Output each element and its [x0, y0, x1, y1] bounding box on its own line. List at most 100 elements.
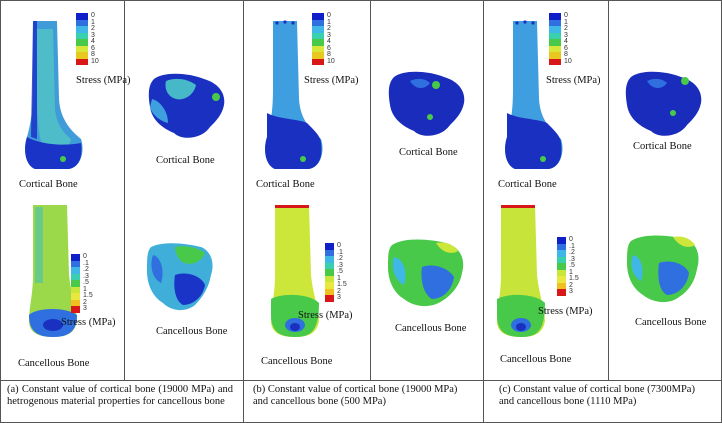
legend-tick-label: 3 — [337, 294, 341, 301]
panel-b-bone-cell — [244, 1, 371, 380]
caption-c: (c) Constant value of cortical bone (730… — [499, 384, 695, 407]
panel-b-cortical-side-label: Cortical Bone — [399, 147, 458, 158]
panel-b-knee-cell — [371, 1, 484, 380]
legend-tick-label: 0 — [564, 12, 568, 19]
legend-swatch — [549, 45, 561, 52]
panel-a-cancellous-bone-model — [29, 205, 77, 337]
legend-swatch — [71, 299, 80, 306]
legend-swatch — [312, 19, 324, 26]
legend-tick-label: 6 — [327, 44, 331, 52]
panel-b-cancellous-side-label: Cancellous Bone — [395, 323, 467, 334]
panel-c-stress-label-bottom: Stress (MPa) — [538, 306, 593, 317]
panel-b-cortical-knee-model — [388, 71, 465, 136]
legend-tick-label: 2 — [83, 298, 87, 306]
legend-swatch — [325, 282, 334, 289]
panel-b-cortical-label: Cortical Bone — [256, 179, 315, 190]
legend-tick-label: 3 — [564, 31, 568, 39]
legend-tick-label: 6 — [91, 44, 95, 52]
panel-a-knee-cell — [125, 1, 244, 380]
legend-swatch — [325, 288, 334, 295]
panel-a-cancellous-label: Cancellous Bone — [18, 358, 90, 369]
legend-tick-label: 3 — [569, 288, 573, 295]
legend-tick-label: 1 — [83, 285, 87, 293]
legend-swatch — [71, 267, 80, 274]
panel-c-cancellous-side-label: Cancellous Bone — [635, 317, 707, 328]
legend-tick-label: .2 — [569, 249, 575, 256]
legend-swatch — [325, 256, 334, 263]
legend-swatch — [557, 256, 566, 263]
caption-row: (a) Constant value of cortical bone (190… — [1, 380, 721, 423]
legend-swatch — [549, 52, 561, 59]
legend-tick-label: .5 — [569, 262, 575, 269]
legend-swatch — [325, 275, 334, 282]
legend-swatch — [557, 263, 566, 270]
legend-swatch — [76, 58, 88, 65]
legend-tick-label: 0 — [337, 242, 341, 249]
caption-a: (a) Constant value of cortical bone (190… — [7, 384, 233, 407]
legend-swatch — [312, 39, 324, 46]
legend-swatch — [71, 306, 80, 313]
legend-tick-label: 0 — [327, 12, 331, 19]
legend-tick-label: .3 — [569, 255, 575, 263]
legend-swatch — [549, 32, 561, 39]
legend-swatch — [71, 254, 80, 261]
panel-c-cortical-side-label: Cortical Bone — [633, 141, 692, 152]
legend-swatch — [557, 243, 566, 250]
legend-tick-label: 0 — [91, 12, 95, 19]
legend-swatch — [76, 45, 88, 52]
legend-swatch — [549, 39, 561, 46]
panel-c-cancellous-bone-model — [497, 205, 545, 337]
legend-tick-label: 1 — [569, 268, 573, 276]
legend-tick-label: 3 — [83, 305, 87, 312]
legend-swatch — [71, 293, 80, 300]
legend-swatch — [76, 39, 88, 46]
legend-tick-label: 4 — [91, 38, 95, 45]
legend-swatch — [312, 32, 324, 39]
legend-swatch — [76, 32, 88, 39]
legend-tick-label: 8 — [91, 51, 95, 58]
panel-c-cortical-knee-model — [625, 71, 702, 136]
panel-c-stress-label-top: Stress (MPa) — [546, 75, 601, 86]
legend-tick-label: .1 — [337, 248, 343, 256]
panel-a-stress-label-top: Stress (MPa) — [76, 75, 131, 86]
legend-swatch — [549, 13, 561, 20]
legend-swatch — [76, 13, 88, 20]
panel-b-cancellous-knee-model — [388, 239, 464, 307]
legend-swatch — [557, 276, 566, 283]
panel-a-cortical-label: Cortical Bone — [19, 179, 78, 190]
legend-swatch — [557, 289, 566, 296]
legend-swatch — [549, 26, 561, 33]
legend-tick-label: .5 — [337, 268, 343, 275]
legend-swatch — [312, 26, 324, 33]
legend-tick-label: .2 — [83, 266, 89, 273]
panel-a-cancellous-side-label: Cancellous Bone — [156, 326, 228, 337]
legend-tick-label: 1 — [327, 18, 331, 26]
legend-tick-label: 2 — [327, 25, 331, 32]
legend-swatch — [325, 295, 334, 302]
panel-c-cancellous-knee-model — [627, 235, 699, 303]
legend-swatch — [312, 45, 324, 52]
panel-b-stress-label-bottom: Stress (MPa) — [298, 310, 353, 321]
legend-tick-label: 8 — [564, 51, 568, 58]
legend-tick-label: 10 — [91, 57, 99, 65]
legend-tick-label: 1.5 — [83, 292, 93, 299]
legend-tick-label: 4 — [564, 38, 568, 45]
legend-tick-label: 0 — [83, 253, 87, 260]
panel-c-cortical-label: Cortical Bone — [498, 179, 557, 190]
legend-tick-label: 10 — [564, 57, 572, 65]
legend-tick-label: 4 — [327, 38, 331, 45]
panel-c-bone-cell — [484, 1, 609, 380]
legend-tick-label: .3 — [83, 272, 89, 280]
panel-c-cortical-bone-model — [505, 20, 563, 169]
legend-swatch — [312, 58, 324, 65]
legend-swatch — [557, 282, 566, 289]
panel-a-stress-label-bottom: Stress (MPa) — [61, 317, 116, 328]
legend-tick-label: .3 — [337, 261, 343, 269]
legend-swatch — [325, 269, 334, 276]
legend-swatch — [312, 13, 324, 20]
legend-tick-label: 10 — [327, 57, 335, 65]
panel-b-stress-label-top: Stress (MPa) — [304, 75, 359, 86]
panel-c-cancellous-label: Cancellous Bone — [500, 354, 572, 365]
legend-tick-label: 2 — [564, 25, 568, 32]
